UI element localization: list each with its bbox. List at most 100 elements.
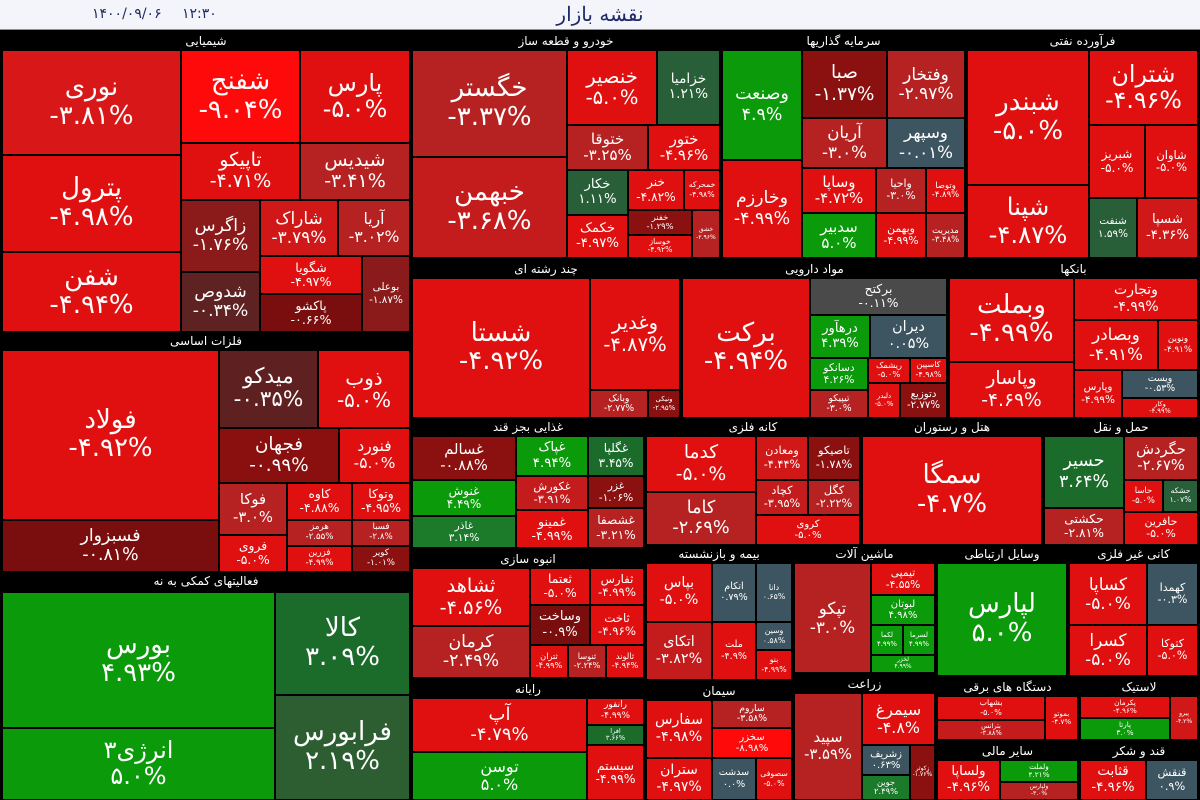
stock-tile[interactable]: ثشاهد -۴.۵۶%	[412, 568, 530, 626]
stock-tile[interactable]: کچاد -۳.۹۵%	[756, 480, 808, 515]
stock-tile[interactable]: پترول -۴.۹۸%	[2, 155, 181, 252]
stock-tile[interactable]: سصوفی -۵.۰%	[756, 758, 792, 800]
stock-tile[interactable]: کاسپین -۴.۹۸%	[910, 358, 947, 383]
stock-tile[interactable]: پارتا ۳.۰%	[1080, 718, 1170, 740]
stock-tile[interactable]: حسیر ۳.۶۴%	[1044, 436, 1124, 508]
stock-tile[interactable]: شستا -۴.۹۲%	[412, 278, 590, 418]
stock-tile[interactable]: شنفت ۱.۵۹%	[1089, 198, 1137, 258]
stock-tile[interactable]: ومعادن -۴.۴۴%	[756, 436, 808, 480]
stock-tile[interactable]: دلبدر -۵.۰%	[868, 383, 900, 418]
stock-tile[interactable]: واحیا -۳.۰%	[876, 168, 926, 213]
stock-tile[interactable]: وکار -۴.۹۹%	[1122, 398, 1198, 418]
stock-tile[interactable]: قثابت -۴.۹۶%	[1080, 760, 1146, 800]
stock-tile[interactable]: نوری -۳.۸۱%	[2, 50, 181, 155]
stock-tile[interactable]: سمگا -۴.۷%	[862, 436, 1042, 545]
stock-tile[interactable]: تاصیکو -۱.۷۸%	[808, 436, 860, 480]
stock-tile[interactable]: شپنا -۴.۸۷%	[967, 185, 1089, 258]
stock-tile[interactable]: دتوزیع -۲.۷۷%	[900, 383, 947, 418]
stock-tile[interactable]: وسین ۰.۵۸%	[756, 622, 792, 650]
stock-tile[interactable]: فسبزوار -۰.۸۱%	[2, 520, 219, 572]
stock-tile[interactable]: غاذر ۳.۱۴%	[412, 516, 516, 548]
stock-tile[interactable]: خکار ۱.۱۱%	[567, 170, 628, 215]
stock-tile[interactable]: ویست -۰.۵۳%	[1122, 370, 1198, 398]
stock-tile[interactable]: غپاک ۴.۹۴%	[516, 436, 588, 476]
stock-tile[interactable]: فروی -۵.۰%	[219, 535, 287, 572]
stock-tile[interactable]: غمینو -۴.۹۹%	[516, 510, 588, 548]
stock-tile[interactable]: شسپا -۴.۳۶%	[1137, 198, 1198, 258]
stock-tile[interactable]: کسرا -۵.۰%	[1069, 625, 1147, 676]
stock-tile[interactable]: خمحرکه -۴.۹۸%	[684, 170, 720, 210]
stock-tile[interactable]: کالا ۳.۰۹%	[275, 592, 410, 695]
stock-tile[interactable]: سیمرغ -۴.۸%	[862, 693, 935, 745]
stock-tile[interactable]: ولپارس -۳.۰%	[1000, 782, 1078, 800]
stock-tile[interactable]: وپارس -۴.۹۹%	[1074, 370, 1122, 418]
stock-tile[interactable]: کگل -۲.۲۲%	[808, 480, 860, 515]
stock-tile[interactable]: درهآور ۴.۳۹%	[810, 315, 870, 358]
stock-tile[interactable]: ولملت ۴.۲۱%	[1000, 760, 1078, 782]
stock-tile[interactable]: ثتران -۴.۹۹%	[530, 645, 568, 678]
stock-tile[interactable]: آپ -۴.۷۹%	[412, 698, 587, 752]
stock-tile[interactable]: دیران ۰.۰۵%	[870, 315, 947, 358]
stock-tile[interactable]: خشق -۲.۹۶%	[692, 210, 720, 258]
stock-tile[interactable]: خبهمن -۳.۶۸%	[412, 157, 567, 258]
stock-tile[interactable]: فوکا -۳.۰%	[219, 483, 287, 535]
stock-tile[interactable]: وتجارت -۴.۹۹%	[1074, 278, 1198, 320]
stock-tile[interactable]: دانا ۰.۶۵%	[756, 563, 792, 622]
stock-tile[interactable]: خگستر -۳.۳۷%	[412, 50, 567, 157]
stock-tile[interactable]: شگویا -۴.۹۷%	[260, 256, 362, 294]
stock-tile[interactable]: رانفور -۴.۹۹%	[587, 698, 644, 725]
stock-tile[interactable]: خنصیر -۵.۰%	[567, 50, 657, 125]
stock-tile[interactable]: اتکام ۰.۷۹%	[712, 563, 756, 622]
stock-tile[interactable]: کروی -۵.۰%	[756, 515, 860, 545]
stock-tile[interactable]: پارس -۵.۰%	[300, 50, 410, 143]
stock-tile[interactable]: شیدیس -۳.۴۱%	[300, 143, 410, 200]
stock-tile[interactable]: کتوکا -۵.۰%	[1147, 625, 1198, 676]
stock-tile[interactable]: زاگرس -۱.۷۶%	[181, 200, 260, 272]
stock-tile[interactable]: خکمک -۴.۹۷%	[567, 215, 628, 258]
stock-tile[interactable]: ملت -۴.۹%	[712, 622, 756, 680]
stock-tile[interactable]: حکشتی -۲.۸۱%	[1044, 508, 1124, 545]
stock-tile[interactable]: خوساز -۴.۹۲%	[628, 235, 692, 258]
stock-tile[interactable]: جوین ۲.۴۹%	[862, 775, 910, 800]
stock-tile[interactable]: فزرین -۴.۹۹%	[287, 546, 352, 572]
stock-tile[interactable]: کساپا -۵.۰%	[1069, 563, 1147, 625]
stock-tile[interactable]: سخزر -۸.۹۸%	[712, 728, 792, 758]
stock-tile[interactable]: کهمدا -۰.۳%	[1147, 563, 1198, 625]
stock-tile[interactable]: ریشمک -۵.۰%	[868, 358, 910, 383]
stock-tile[interactable]: افرا ۳.۶۶%	[587, 725, 644, 745]
stock-tile[interactable]: وبملت -۴.۹۹%	[949, 278, 1074, 362]
stock-tile[interactable]: شبریز -۵.۰%	[1089, 125, 1145, 198]
stock-tile[interactable]: وبهمن -۴.۹۹%	[876, 213, 926, 258]
stock-tile[interactable]: شبندر -۵.۰%	[967, 50, 1089, 185]
stock-tile[interactable]: سدشت ۰.۰%	[712, 758, 756, 800]
stock-tile[interactable]: ثفارس -۴.۹۹%	[590, 568, 644, 605]
stock-tile[interactable]: حاسا -۵.۰%	[1124, 480, 1163, 512]
stock-tile[interactable]: تاپیکو -۴.۷۱%	[181, 143, 300, 200]
stock-tile[interactable]: تپکو -۳.۰%	[794, 563, 871, 673]
stock-tile[interactable]: خنر -۴.۸۲%	[628, 170, 684, 210]
stock-tile[interactable]: ستران -۴.۹۷%	[646, 758, 712, 800]
stock-tile[interactable]: ونوین -۴.۹۱%	[1158, 320, 1198, 370]
stock-tile[interactable]: شاوان -۵.۰%	[1145, 125, 1198, 198]
stock-tile[interactable]: وغدیر -۴.۸۷%	[590, 278, 680, 390]
stock-tile[interactable]: برکتح -۰.۱۱%	[810, 278, 947, 315]
stock-tile[interactable]: ختور -۴.۹۶%	[648, 125, 720, 170]
stock-tile[interactable]: فسبا -۲.۸%	[352, 520, 410, 546]
stock-tile[interactable]: خفنر -۱.۲۹%	[628, 210, 692, 235]
stock-tile[interactable]: اتکای -۳.۸۲%	[646, 622, 712, 680]
stock-tile[interactable]: پکرمان -۴.۹۶%	[1080, 696, 1170, 718]
stock-tile[interactable]: ونیکی -۲.۹۵%	[648, 390, 680, 418]
stock-tile[interactable]: بموتو -۴.۷%	[1045, 696, 1078, 740]
stock-tile[interactable]: ولساپا -۴.۹۶%	[937, 760, 1000, 800]
stock-tile[interactable]: شدوص -۰.۳۴%	[181, 272, 260, 332]
stock-tile[interactable]: سیستم -۴.۹۹%	[587, 745, 644, 800]
stock-tile[interactable]: بپاس -۵.۰%	[646, 563, 712, 622]
stock-tile[interactable]: لسرما ۴.۹۹%	[903, 625, 935, 655]
stock-tile[interactable]: ثالوند -۴.۹۴%	[606, 645, 644, 678]
stock-tile[interactable]: وتوکا -۴.۹۵%	[352, 483, 410, 520]
stock-tile[interactable]: لخزر ۴.۹۹%	[871, 655, 935, 673]
stock-tile[interactable]: کاوه -۴.۸۸%	[287, 483, 352, 520]
stock-tile[interactable]: کاما -۲.۶۹%	[646, 492, 756, 545]
stock-tile[interactable]: انرژی۳ ۵.۰%	[2, 728, 275, 800]
stock-tile[interactable]: غنوش ۴.۴۹%	[412, 480, 516, 516]
